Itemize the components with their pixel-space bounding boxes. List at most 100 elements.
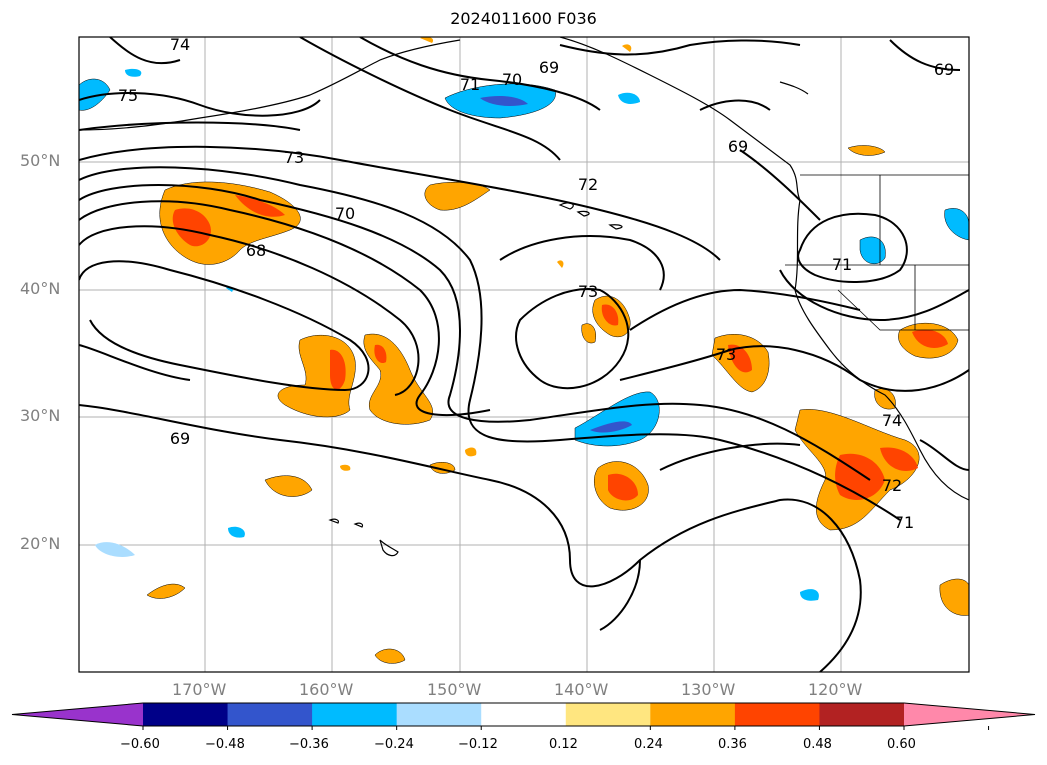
contour-line	[599, 559, 641, 631]
contour-label-layer: 74 75 71 70 69 69 73 72 70 68 73 71 73 7…	[118, 35, 954, 532]
contour-line	[629, 288, 861, 331]
us-west-coast	[794, 199, 969, 501]
warm-anomaly-core	[601, 304, 619, 326]
alaska-coast	[559, 37, 801, 201]
lon-label: 170°W	[172, 680, 227, 699]
contour-label: 72	[578, 175, 598, 194]
lon-label: 160°W	[299, 680, 354, 699]
colorbar-tick-label: 0.24	[634, 737, 663, 752]
contour-line	[79, 225, 420, 396]
warm-anomaly	[146, 583, 186, 599]
cold-anomaly-core	[590, 421, 632, 433]
lat-label: 50°N	[20, 151, 61, 170]
cold-anomaly	[95, 542, 135, 557]
warm-anomaly	[939, 578, 969, 616]
warm-anomaly	[581, 323, 596, 344]
contour-label: 70	[335, 204, 355, 223]
contour-line	[79, 184, 871, 481]
colorbar-extend-low	[12, 703, 143, 726]
warm-anomaly-core	[728, 344, 752, 373]
colorbar-segment	[819, 703, 905, 726]
contour-line	[659, 442, 801, 471]
cold-anomaly	[79, 78, 111, 111]
contour-label: 75	[118, 86, 138, 105]
colorbar-segment	[227, 703, 313, 726]
alaska-coast	[79, 39, 461, 131]
contour-lines	[79, 37, 969, 672]
contour-line	[515, 288, 630, 390]
contour-label: 72	[882, 476, 902, 495]
warm-anomaly-core	[374, 344, 387, 364]
lon-label: 140°W	[554, 680, 609, 699]
warm-anomaly	[847, 145, 886, 156]
contour-label: 70	[502, 70, 522, 89]
contour-line	[79, 404, 862, 672]
contour-line	[739, 149, 821, 221]
warm-anomaly	[622, 44, 632, 52]
warm-anomaly	[465, 447, 477, 457]
colorbar-segment	[734, 703, 820, 726]
colorbar-tick-label: −0.24	[374, 737, 414, 752]
colorbar-tick-label: −0.12	[458, 737, 498, 752]
warm-anomaly-core	[330, 349, 346, 390]
warm-anomaly-core	[235, 195, 285, 217]
cold-anomaly-core	[480, 96, 528, 106]
colorbar-segment	[396, 703, 482, 726]
map-title: 2024011600 F036	[450, 9, 597, 28]
contour-label: 74	[170, 35, 190, 54]
contour-label: 71	[460, 75, 480, 94]
graticule	[79, 37, 969, 672]
contour-line	[109, 37, 181, 65]
lat-label: 30°N	[20, 406, 61, 425]
colorbar-segment	[143, 703, 229, 726]
map-frame	[78, 36, 970, 673]
cold-anomaly	[125, 68, 142, 77]
warm-anomaly	[420, 37, 433, 43]
colorbar-extend-high	[904, 703, 1035, 726]
contour-label: 68	[246, 241, 266, 260]
hawaii-islet	[353, 522, 364, 528]
warm-anomaly	[424, 182, 491, 211]
cold-anomaly	[944, 208, 969, 241]
cold-anomaly	[800, 589, 819, 601]
colorbar-segment	[650, 703, 736, 726]
contour-label: 71	[894, 513, 914, 532]
warm-anomaly-core	[880, 447, 918, 471]
islet	[608, 224, 623, 230]
contour-label: 69	[539, 58, 559, 77]
contour-line	[889, 39, 961, 71]
coastlines	[79, 37, 969, 557]
lat-label: 40°N	[20, 279, 61, 298]
colorbar	[11, 702, 1036, 730]
colorbar-segment	[565, 703, 651, 726]
warm-anomaly	[340, 464, 351, 471]
colorbar-tick-label: 0.36	[718, 737, 747, 752]
contour-line	[619, 345, 969, 392]
contour-label: 73	[284, 148, 304, 167]
warm-anomaly-core	[172, 208, 211, 247]
warm-anomaly	[264, 475, 313, 497]
colorbar-tick-label: 0.48	[803, 737, 832, 752]
islet	[779, 81, 809, 95]
contour-label: 73	[716, 345, 736, 364]
colorbar-tick-label: 0.12	[549, 737, 578, 752]
cold-anomaly	[859, 236, 886, 265]
colorbar-tick-label: 0.60	[887, 737, 916, 752]
lon-label: 120°W	[808, 680, 863, 699]
contour-line	[79, 92, 321, 117]
colorbar-segment	[312, 703, 398, 726]
contour-line	[79, 121, 301, 131]
contour-line	[299, 37, 561, 161]
anomaly-fill-layer	[79, 37, 969, 664]
warm-anomaly-core	[608, 473, 638, 501]
contour-line	[699, 99, 771, 111]
contour-line	[779, 269, 969, 322]
warm-anomaly	[374, 648, 406, 664]
colorbar-segment	[481, 703, 567, 726]
contour-line	[79, 145, 721, 261]
contour-line	[79, 260, 370, 392]
islet	[558, 202, 574, 210]
cold-anomaly	[618, 92, 640, 104]
warm-anomaly	[557, 260, 564, 268]
contour-line	[797, 212, 908, 283]
